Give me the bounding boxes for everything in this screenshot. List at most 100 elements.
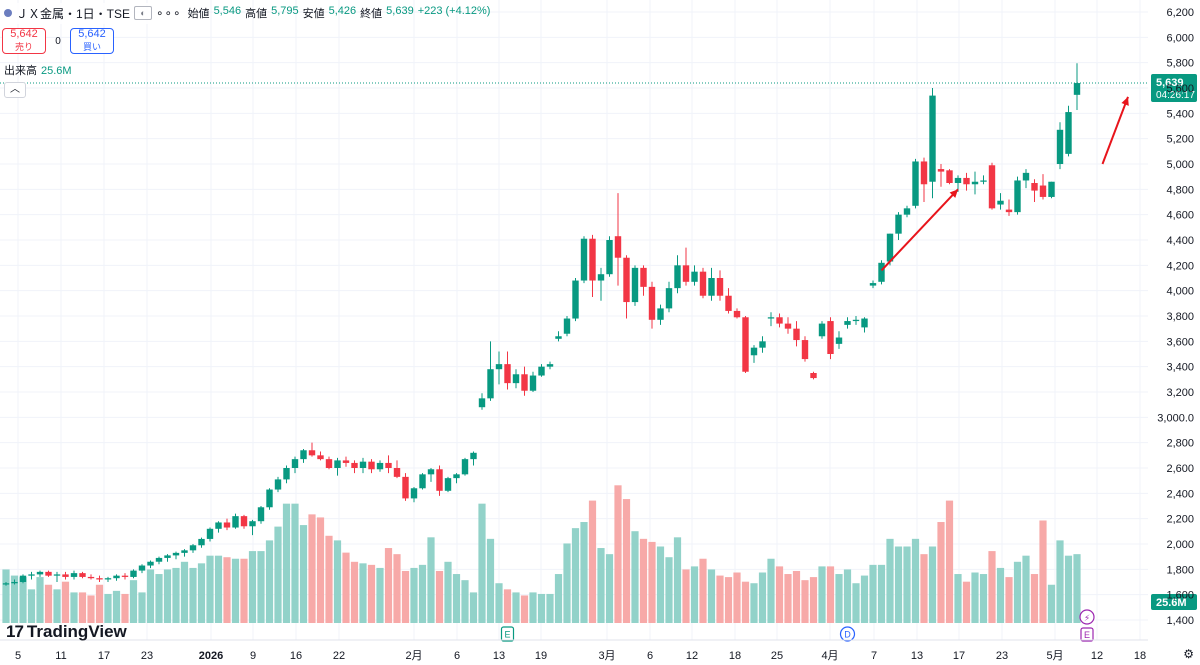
volume-axis-label: 25.6M [1156, 597, 1187, 609]
tradingview-logo[interactable]: 17 TradingView [6, 622, 127, 642]
candle-body [19, 575, 27, 582]
volume-bar [597, 548, 605, 623]
price-axis: 1,400 1,600 1,800 2,000 2,200 2,400 2,600 2,800… [1157, 7, 1194, 627]
candle-body [87, 576, 95, 579]
more-icon[interactable]: ∘∘∘ [156, 6, 182, 20]
volume-bar [376, 567, 384, 623]
price-tick-label: 5,600 [1166, 83, 1194, 95]
time-tick-label: 2月 [405, 650, 422, 662]
volume-bar [877, 564, 886, 623]
candle-body [334, 460, 341, 468]
time-tick-label: 12 [1091, 650, 1103, 662]
volume-bar [27, 589, 36, 623]
time-tick-label: 17 [953, 650, 965, 662]
candle-body [912, 161, 919, 206]
volume-bar [605, 554, 614, 623]
volume-bar [163, 569, 172, 623]
time-tick-label: 7 [871, 650, 877, 662]
candle-body [980, 180, 987, 182]
sell-button[interactable]: 5,642 売り [2, 28, 46, 54]
volume-bar [172, 567, 180, 623]
volume-bar [563, 543, 571, 623]
volume-bar [648, 541, 656, 623]
volume-bar [911, 538, 920, 623]
price-tick-label: 4,400 [1166, 235, 1194, 247]
close-label: 終値 [360, 8, 383, 20]
volume-bar [622, 499, 631, 623]
volume-bar [1005, 577, 1013, 623]
volume-bar [784, 574, 792, 623]
symbol-info[interactable]: ＪＸ金属・1日・TSE ◐ ∘∘∘ [0, 2, 188, 24]
candle-body [274, 479, 282, 490]
volume-bar [741, 581, 750, 623]
marker-label: E [1084, 630, 1090, 640]
volume-bar [894, 546, 903, 623]
volume-bar [282, 503, 291, 623]
volume-bar [36, 577, 44, 623]
candle-body [257, 507, 265, 522]
volume-bar [291, 503, 299, 623]
volume-bar [87, 595, 95, 623]
volume-bar [316, 517, 325, 623]
upcoming-earnings-marker [1080, 627, 1094, 642]
volume-bar [996, 567, 1005, 623]
chevron-up-icon[interactable]: ︿ [4, 82, 26, 98]
volume-bar [818, 566, 826, 623]
volume-bar [44, 584, 53, 623]
volume-bar [665, 557, 673, 623]
settings-gear-icon[interactable]: ⚙ [1183, 647, 1194, 661]
volume-bar [129, 580, 138, 623]
candle-body [104, 578, 112, 580]
volume-bar [835, 574, 843, 623]
candle-body [674, 265, 681, 289]
time-tick-label: 23 [996, 650, 1008, 662]
open-value: 5,546 [213, 5, 242, 17]
volume-bar [962, 581, 971, 623]
volume-bar [903, 546, 911, 623]
volume-label: 出来高 [4, 65, 37, 77]
price-tick-label: 5,000 [1166, 159, 1194, 171]
volume-bar [257, 551, 265, 623]
time-tick-label: 5月 [1046, 650, 1063, 662]
volume-bar [248, 551, 257, 623]
candle-body [691, 271, 698, 282]
close-value: 5,639 [386, 5, 414, 17]
marker-label: ⚡ [1084, 614, 1090, 624]
price-tick-label: 4,800 [1166, 184, 1194, 196]
buy-button[interactable]: 5,642 買い [70, 28, 114, 54]
candle-body [682, 265, 690, 282]
earnings-marker [500, 626, 515, 642]
candle-body [62, 574, 69, 577]
candle-body [215, 522, 222, 529]
candle-body [733, 310, 741, 318]
volume-bar [716, 575, 724, 623]
volume-bar [206, 555, 214, 623]
price-tick-label: 5,400 [1166, 108, 1194, 120]
candle-body [2, 583, 10, 585]
candle-body [487, 369, 494, 399]
time-tick-label: 11 [55, 650, 66, 662]
volume-bar [53, 589, 61, 623]
candle-body [11, 582, 18, 584]
volume-bar [265, 540, 274, 623]
price-tick-label: 2,600 [1166, 463, 1194, 475]
price-tick-label: 3,200 [1166, 387, 1194, 399]
upcoming-event-icon [1079, 609, 1095, 625]
candles [2, 63, 1081, 586]
candle-body [461, 459, 469, 475]
dividend-marker [839, 626, 856, 642]
volume-bar [580, 522, 588, 623]
eye-icon[interactable]: ◐ [134, 6, 153, 20]
volume-legend: 出来高 25.6M [4, 62, 72, 78]
volume-bar [520, 595, 529, 623]
volume-bar [869, 564, 877, 623]
volume-bar [231, 558, 240, 623]
candle-body [648, 286, 656, 320]
price-tick-label: 5,200 [1166, 134, 1194, 146]
candle-body [614, 236, 622, 258]
volume-bar [384, 548, 393, 623]
volume-bar [988, 551, 996, 623]
candle-body [920, 161, 928, 185]
